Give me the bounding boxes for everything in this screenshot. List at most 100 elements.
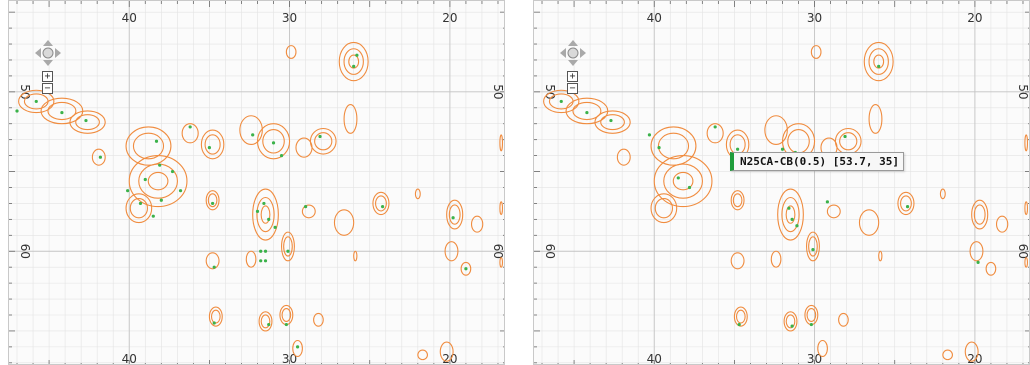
peak-marker — [211, 201, 215, 206]
peak-marker — [318, 134, 322, 139]
contour-line — [147, 171, 169, 191]
contour-line — [375, 195, 387, 212]
contour-line — [764, 115, 788, 145]
peak-marker — [126, 189, 130, 193]
spectrum-panel-left[interactable]: 40 40 30 30 20 20 50 50 60 60 + − — [8, 0, 505, 365]
contour-line — [785, 205, 796, 224]
contour-line — [333, 209, 355, 236]
peak-marker — [159, 198, 163, 202]
contour-line — [309, 127, 337, 155]
peak-marker — [267, 322, 271, 327]
peak-marker — [267, 217, 271, 221]
peak-marker — [263, 259, 268, 263]
x-tick-label-top: 30 — [807, 11, 822, 25]
contour-line — [499, 257, 504, 268]
peak-marker — [279, 154, 284, 158]
contour-line — [969, 241, 984, 262]
contour-line — [839, 132, 858, 151]
contour-line — [207, 193, 218, 208]
contour-line — [543, 89, 580, 114]
peak-marker — [34, 99, 38, 104]
y-tick-label-right: 60 — [1016, 244, 1030, 259]
contour-line — [838, 312, 849, 327]
contour-line — [281, 308, 292, 322]
x-tick-label-bottom: 30 — [807, 352, 822, 365]
contour-line — [971, 199, 989, 230]
peak-marker — [178, 189, 183, 193]
contour-line — [616, 148, 631, 166]
contour-line — [417, 349, 428, 361]
contour-line — [205, 252, 220, 270]
contour-line — [897, 191, 915, 216]
peak-marker — [60, 110, 64, 115]
contour-line — [91, 148, 106, 166]
contour-line — [650, 193, 678, 224]
contour-line — [572, 101, 602, 121]
contour-line — [900, 195, 912, 212]
contour-line — [964, 341, 979, 362]
contour-line — [654, 198, 674, 219]
zoom-out-button[interactable]: − — [567, 83, 578, 94]
contour-line — [783, 311, 798, 332]
peak-marker — [780, 147, 785, 151]
peak-marker — [286, 249, 290, 253]
peak-marker — [251, 133, 255, 137]
contour-line — [1024, 257, 1029, 268]
contour-line — [348, 54, 360, 69]
peak-marker — [559, 99, 563, 104]
contour-line — [132, 132, 165, 160]
contour-line — [730, 252, 745, 270]
four-way-arrow-icon[interactable] — [559, 39, 587, 67]
contour-line — [245, 250, 257, 268]
contour-line — [650, 126, 697, 166]
contour-line — [730, 190, 745, 211]
contour-line — [181, 123, 199, 144]
navigation-control-left: + − — [34, 39, 62, 103]
contour-line — [69, 110, 106, 134]
four-way-arrow-icon[interactable] — [34, 39, 62, 67]
contour-line — [868, 104, 883, 134]
peak-marker — [713, 125, 717, 129]
contour-line — [260, 205, 271, 224]
contour-line — [470, 215, 484, 233]
peak-marker — [355, 53, 359, 57]
y-tick-label-left: 60 — [18, 244, 32, 259]
contour-line — [657, 132, 690, 160]
contour-line — [204, 134, 221, 155]
contour-line — [785, 314, 796, 329]
contour-line — [256, 196, 275, 233]
peak-marker — [825, 200, 829, 204]
contour-line — [600, 114, 625, 131]
y-tick-label-right: 50 — [1016, 84, 1030, 99]
contour-line — [343, 48, 364, 75]
peak-marker — [811, 248, 815, 252]
contour-line — [1024, 201, 1029, 216]
contour-line — [125, 193, 153, 224]
contour-line — [47, 101, 77, 121]
contour-line — [808, 236, 818, 257]
x-tick-label-bottom: 40 — [647, 352, 662, 365]
peak-marker — [259, 259, 263, 263]
peak-marker — [263, 249, 268, 253]
spectrum-panel-right[interactable]: 40 40 30 30 20 20 50 50 60 60 + − N25CA-CB(0.5) [… — [533, 0, 1030, 365]
x-tick-label-top: 20 — [967, 11, 982, 25]
zoom-in-button[interactable]: + — [567, 71, 578, 82]
peak-marker — [255, 209, 260, 213]
zoom-out-button[interactable]: − — [42, 83, 53, 94]
peak-marker — [464, 267, 468, 271]
contour-line — [313, 312, 324, 327]
contour-line — [208, 306, 223, 327]
contour-line — [353, 250, 358, 262]
peak-marker — [262, 201, 266, 206]
peak-marker — [15, 109, 19, 113]
peak-marker — [207, 146, 212, 150]
peak-marker — [284, 322, 288, 327]
peak-marker — [84, 118, 88, 123]
zoom-in-button[interactable]: + — [42, 71, 53, 82]
peak-marker — [877, 64, 881, 68]
peak-marker — [585, 110, 589, 115]
contour-line — [858, 209, 880, 236]
contour-line — [439, 341, 454, 362]
